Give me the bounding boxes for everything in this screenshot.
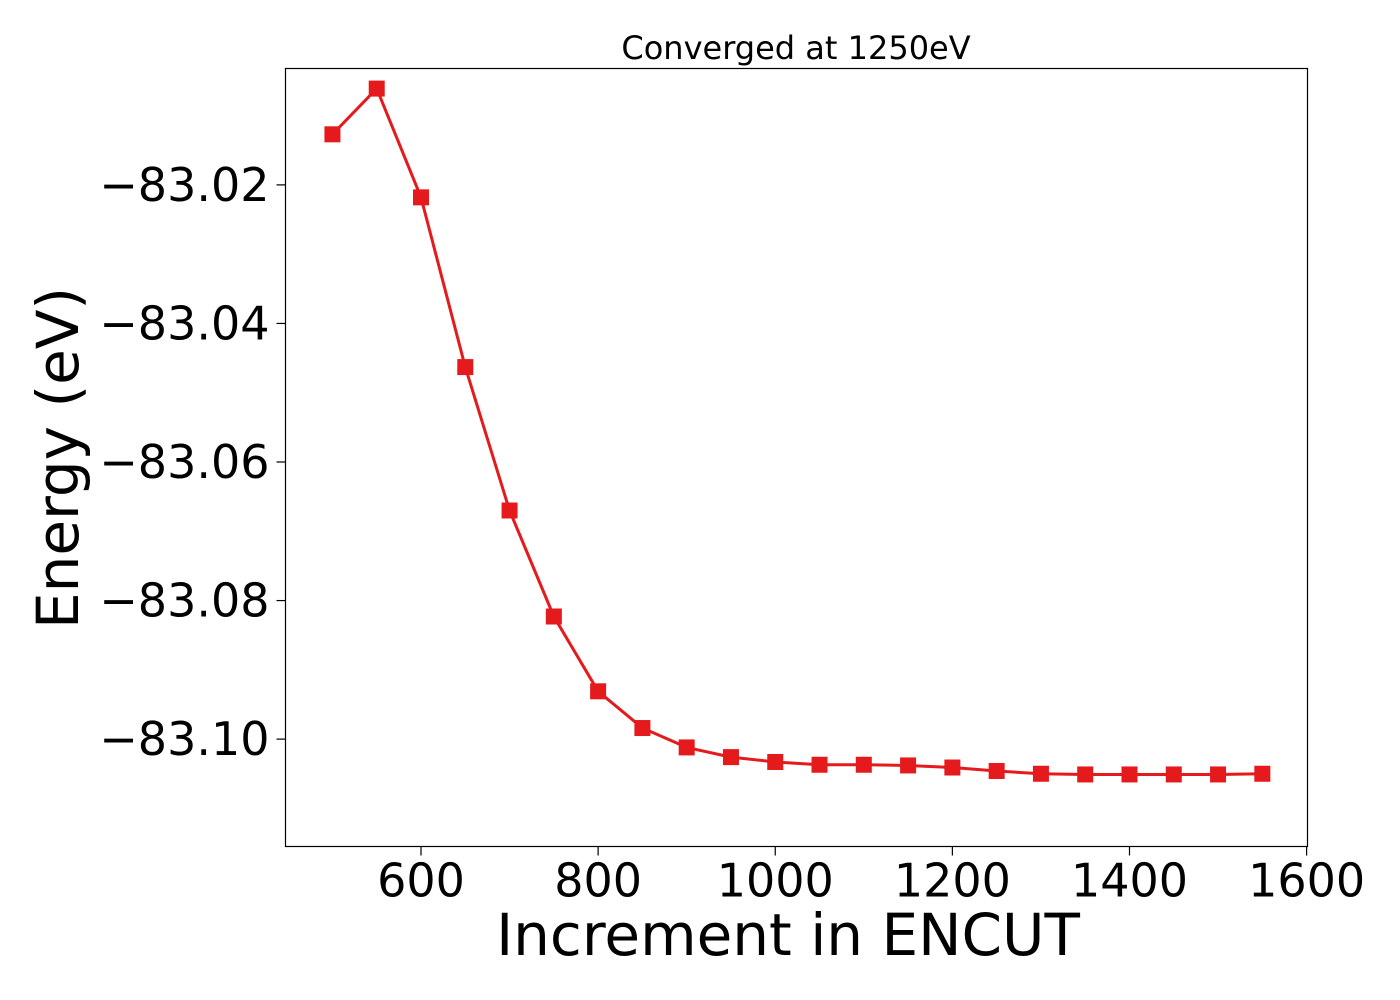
x-tick-label: 1400 (1071, 854, 1188, 908)
data-point-marker (1121, 766, 1138, 783)
data-point-marker (368, 80, 385, 97)
data-point-marker (457, 359, 474, 376)
y-tick-label: −83.04 (99, 296, 269, 350)
y-axis-ticks: −83.02 −83.04 −83.06 −83.08 −83.10 (99, 158, 286, 766)
chart-title: Converged at 1250eV (621, 29, 970, 67)
data-point-marker (634, 720, 651, 737)
data-point-marker (412, 189, 429, 206)
data-point-marker (722, 749, 739, 766)
data-point-marker (678, 739, 695, 756)
data-point-marker (988, 762, 1005, 779)
series-layer (324, 80, 1271, 783)
x-tick-label: 1200 (894, 854, 1011, 908)
data-point-marker (1165, 766, 1182, 783)
data-point-marker (855, 756, 872, 773)
y-tick-label: −83.06 (99, 435, 269, 489)
data-point-marker (767, 753, 784, 770)
data-point-marker (811, 756, 828, 773)
y-axis-label: Energy (eV) (24, 287, 92, 629)
plot-area-frame (284, 67, 1309, 848)
data-point-marker (501, 502, 518, 519)
data-point-marker (944, 759, 961, 776)
data-point-marker (1077, 766, 1094, 783)
data-point-marker (900, 757, 917, 774)
data-point-marker (545, 608, 562, 625)
energy-series-line (331, 87, 1263, 776)
data-point-marker (1210, 766, 1227, 783)
x-tick-label: 1600 (1248, 854, 1365, 908)
y-tick-label: −83.08 (99, 574, 269, 628)
x-tick-label: 600 (377, 854, 465, 908)
y-tick-label: −83.10 (99, 712, 269, 766)
x-tick-label: 800 (554, 854, 642, 908)
data-point-marker (1254, 765, 1271, 782)
x-axis-label: Increment in ENCUT (496, 901, 1080, 969)
x-tick-label: 1000 (717, 854, 834, 908)
data-point-marker (1032, 765, 1049, 782)
y-tick-label: −83.02 (99, 158, 269, 212)
x-axis-ticks: 600 800 1000 1200 1400 1600 (377, 846, 1365, 908)
data-point-marker (324, 126, 341, 143)
data-point-marker (590, 683, 607, 700)
